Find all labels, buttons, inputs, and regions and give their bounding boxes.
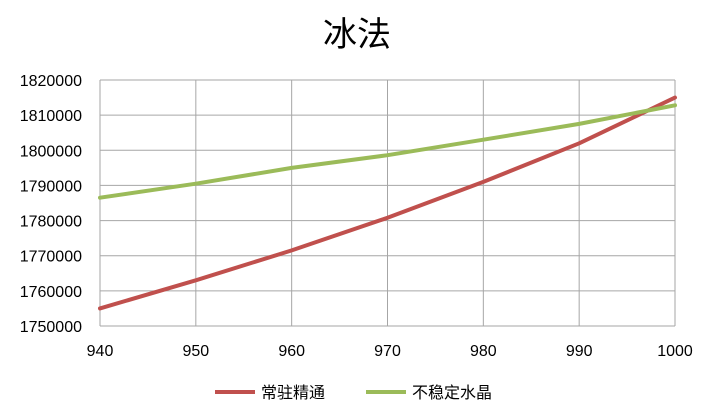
- x-axis-ticks: 940 950 960 970 980 990 1000: [87, 343, 693, 360]
- y-tick-label: 1790000: [20, 178, 82, 195]
- legend: 常驻精通 不稳定水晶: [215, 383, 492, 402]
- legend-label-1: 不稳定水晶: [412, 383, 492, 402]
- x-tick-label: 980: [470, 343, 497, 360]
- y-tick-label: 1770000: [20, 249, 82, 266]
- series-line-0: [98, 95, 677, 311]
- y-tick-label: 1800000: [20, 143, 82, 160]
- x-tick-label: 990: [566, 343, 593, 360]
- x-tick-label: 970: [374, 343, 401, 360]
- y-tick-label: 1750000: [20, 319, 82, 336]
- x-tick-label: 1000: [657, 343, 693, 360]
- series-line-1: [98, 103, 677, 200]
- y-tick-label: 1810000: [20, 108, 82, 125]
- x-tick-label: 940: [87, 343, 114, 360]
- y-axis-ticks: 1750000 1760000 1770000 1780000 1790000 18000…: [20, 73, 82, 336]
- series-lines: [98, 95, 677, 311]
- chart-title: 冰法: [323, 15, 391, 55]
- legend-label-0: 常驻精通: [261, 383, 325, 402]
- x-tick-label: 960: [278, 343, 305, 360]
- y-tick-label: 1760000: [20, 284, 82, 301]
- y-tick-label: 1780000: [20, 214, 82, 231]
- y-tick-label: 1820000: [20, 73, 82, 90]
- x-tick-label: 950: [182, 343, 209, 360]
- grid: [99, 79, 676, 327]
